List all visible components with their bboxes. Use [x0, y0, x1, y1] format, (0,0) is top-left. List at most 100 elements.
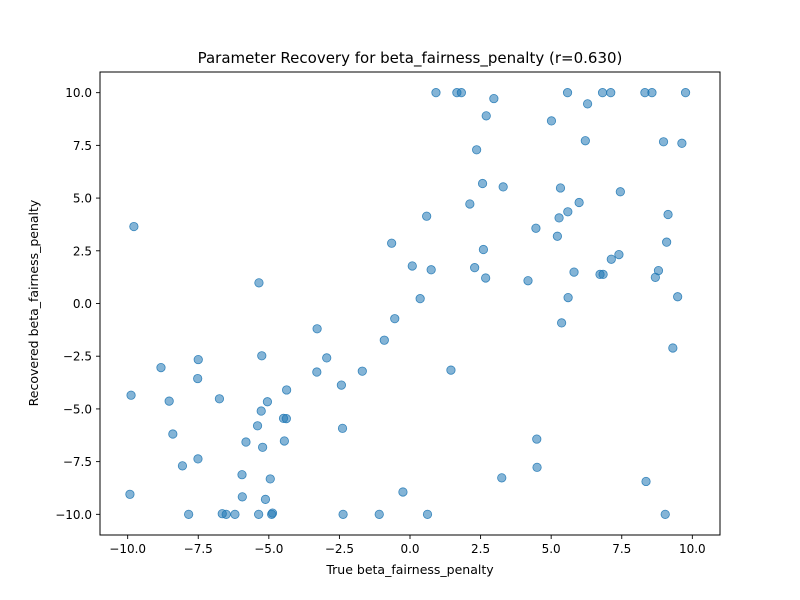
- data-point: [398, 487, 408, 497]
- y-tick-label: 2.5: [73, 244, 92, 258]
- data-point: [322, 353, 332, 363]
- data-point: [252, 421, 263, 431]
- data-point: [456, 88, 466, 98]
- data-point: [497, 473, 507, 483]
- data-point: [426, 265, 436, 275]
- y-tick-label: 7.5: [73, 139, 92, 153]
- data-point: [606, 254, 616, 264]
- data-point: [563, 292, 573, 303]
- data-point: [337, 423, 348, 433]
- data-point: [267, 509, 277, 519]
- data-point: [237, 470, 247, 480]
- y-tick-label: 0.0: [73, 297, 92, 311]
- data-point: [677, 138, 687, 148]
- data-point: [582, 99, 593, 109]
- data-point: [357, 366, 367, 376]
- data-point: [478, 244, 489, 255]
- y-tick-label: −5.0: [63, 402, 92, 416]
- y-axis-ticks: −10.0 −7.5 −5.0 −2.5 0.0 2.5 5.0 7.5 10.0: [55, 86, 100, 522]
- x-tick-label: −2.5: [325, 542, 354, 556]
- data-point: [258, 442, 268, 452]
- x-axis-ticks: −10.0 −7.5 −5.0 −2.5 0.0 2.5 5.0 7.5 10.0: [109, 535, 706, 556]
- data-point: [614, 249, 624, 260]
- data-point: [254, 278, 264, 288]
- y-axis-label: Recovered beta_fairness_penalty: [26, 199, 41, 406]
- data-point: [168, 429, 178, 439]
- data-point: [193, 454, 203, 464]
- data-point: [312, 367, 322, 377]
- data-point: [279, 436, 289, 446]
- data-point: [230, 509, 240, 519]
- data-point: [531, 223, 541, 233]
- data-point: [446, 365, 456, 375]
- data-point: [260, 494, 271, 504]
- data-point: [254, 509, 264, 519]
- data-point: [650, 272, 660, 282]
- data-point: [422, 509, 433, 519]
- data-point: [658, 137, 669, 147]
- data-point: [569, 267, 579, 277]
- data-point: [477, 178, 488, 189]
- data-point: [489, 93, 499, 104]
- data-point: [606, 88, 616, 98]
- data-point: [557, 318, 567, 328]
- data-point: [193, 373, 203, 384]
- data-point: [282, 385, 292, 395]
- data-point: [129, 221, 139, 232]
- data-point: [431, 88, 441, 98]
- data-point: [552, 231, 562, 241]
- data-point: [387, 238, 397, 248]
- data-point: [262, 397, 273, 407]
- data-point: [257, 351, 267, 361]
- data-point: [470, 263, 480, 273]
- x-axis-label: True beta_fairness_penalty: [325, 562, 494, 577]
- x-tick-label: −5.0: [254, 542, 283, 556]
- data-point: [481, 111, 491, 121]
- data-point: [265, 474, 275, 484]
- data-point: [598, 269, 608, 279]
- data-point: [668, 343, 678, 353]
- data-point: [523, 276, 533, 286]
- data-point: [615, 187, 625, 197]
- data-point: [390, 314, 400, 324]
- data-point: [338, 509, 348, 519]
- data-point: [465, 199, 475, 209]
- data-point: [422, 211, 432, 221]
- data-point: [156, 362, 166, 373]
- data-point: [214, 394, 225, 404]
- x-tick-label: 5.0: [542, 542, 561, 556]
- data-point: [221, 509, 231, 519]
- x-tick-label: 7.5: [612, 542, 631, 556]
- data-point: [237, 492, 247, 502]
- data-point: [641, 476, 651, 487]
- data-point: [126, 390, 136, 400]
- x-tick-label: −7.5: [184, 542, 213, 556]
- data-point: [256, 406, 266, 416]
- data-point: [532, 434, 542, 444]
- data-point: [680, 88, 691, 98]
- data-point: [407, 261, 417, 271]
- data-point: [647, 88, 657, 98]
- y-tick-label: 5.0: [73, 192, 92, 206]
- x-tick-label: 10.0: [679, 542, 706, 556]
- data-point: [663, 209, 673, 220]
- data-point: [580, 136, 590, 146]
- data-point: [498, 182, 508, 192]
- x-tick-label: 2.5: [471, 542, 490, 556]
- data-point: [554, 213, 564, 223]
- data-point: [193, 354, 203, 365]
- data-point: [379, 335, 389, 345]
- data-point: [574, 197, 584, 208]
- data-point: [177, 461, 188, 471]
- data-point: [673, 292, 683, 302]
- data-point: [546, 116, 557, 126]
- data-point: [374, 509, 384, 519]
- y-tick-label: −7.5: [63, 455, 92, 469]
- y-tick-label: −2.5: [63, 350, 92, 364]
- data-point: [164, 396, 174, 406]
- points-layer: [125, 88, 691, 519]
- data-point: [481, 273, 491, 283]
- y-tick-label: 10.0: [65, 86, 92, 100]
- data-point: [562, 88, 573, 98]
